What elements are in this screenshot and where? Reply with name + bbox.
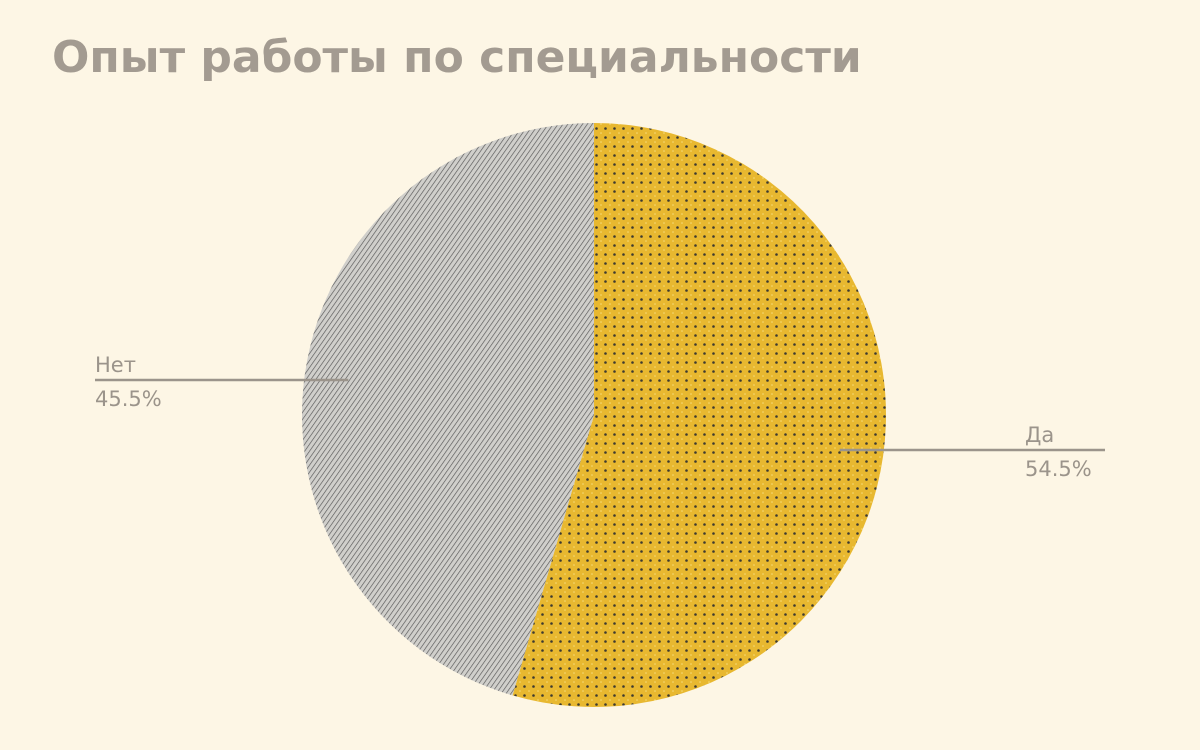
slice-label: Нет	[95, 353, 136, 377]
slice-value-label: 45.5%	[95, 387, 162, 411]
slice-value-label: 54.5%	[1025, 457, 1092, 481]
chart-title: Опыт работы по специальности	[52, 32, 862, 83]
slice-label: Да	[1025, 423, 1054, 447]
pie-slice	[302, 123, 594, 696]
pie-slice	[512, 123, 887, 708]
